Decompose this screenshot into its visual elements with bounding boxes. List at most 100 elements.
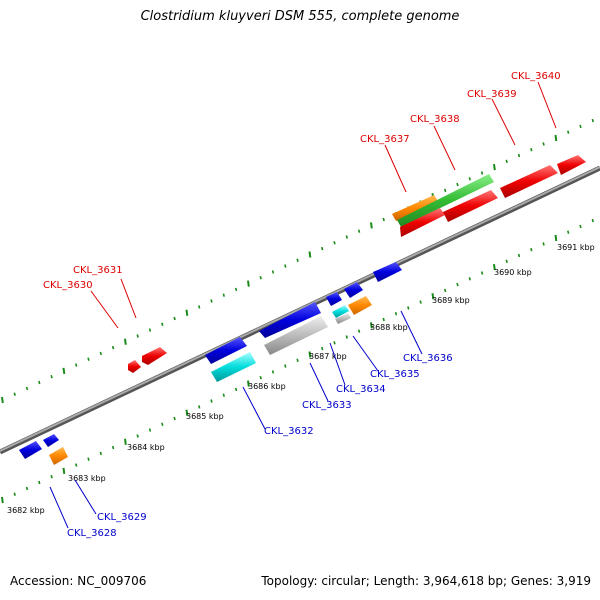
minor-tick (99, 351, 102, 356)
major-tick (493, 163, 496, 171)
minor-tick (530, 247, 533, 252)
gene-feature[interactable] (205, 337, 247, 364)
gene-feature[interactable] (557, 155, 586, 175)
scale-label-3691: 3691 kbp (557, 243, 595, 252)
major-tick (431, 293, 435, 300)
minor-tick (321, 346, 324, 351)
minor-tick (517, 153, 521, 158)
minor-tick (394, 311, 398, 316)
gene-feature[interactable] (259, 302, 321, 338)
scale-label-3683: 3683 kbp (68, 474, 106, 483)
minor-tick (198, 305, 201, 309)
gene-feature[interactable] (400, 208, 445, 237)
major-tick (62, 467, 66, 475)
gene-feature[interactable] (128, 360, 141, 373)
minor-tick (530, 147, 533, 152)
minor-tick (357, 229, 361, 233)
gene-feature[interactable] (43, 434, 59, 447)
minor-tick (382, 217, 385, 222)
minor-tick (222, 293, 225, 297)
gene-feature[interactable] (443, 190, 498, 222)
minor-tick (234, 387, 238, 392)
reverse-gene-labels: CKL_3628 CKL_3629 CKL_3632 CKL_3633 CKL_… (67, 353, 453, 539)
gene-label[interactable]: CKL_3634 (336, 384, 386, 395)
minor-tick (321, 246, 324, 251)
scale-label-3690: 3690 kbp (494, 268, 532, 277)
gene-label[interactable]: CKL_3635 (370, 369, 420, 380)
gene-label[interactable]: CKL_3631 (73, 265, 123, 276)
minor-tick (357, 329, 361, 333)
minor-tick (296, 258, 299, 263)
minor-tick (591, 218, 594, 223)
gene-feature[interactable] (332, 305, 349, 318)
minor-tick (284, 364, 287, 368)
forward-scale-ticks (1, 118, 594, 404)
minor-tick (468, 177, 471, 181)
forward-gene-labels: CKL_3630 CKL_3631 CKL_3637 CKL_3638 CKL_… (43, 71, 561, 291)
reverse-genes (19, 262, 402, 465)
gene-label[interactable]: CKL_3636 (403, 353, 453, 364)
scale-label-3682: 3682 kbp (7, 506, 45, 515)
scale-label-3686: 3686 kbp (248, 382, 286, 391)
gene-label[interactable]: CKL_3633 (302, 400, 352, 411)
scale-label-3687: 3687 kbp (309, 352, 347, 361)
gene-label[interactable]: CKL_3632 (264, 426, 314, 437)
label-leader-lines (49, 81, 557, 529)
minor-tick (505, 259, 508, 264)
minor-tick (161, 422, 164, 427)
gene-feature[interactable] (326, 292, 342, 306)
major-tick (308, 251, 312, 258)
major-tick (124, 338, 127, 345)
minor-tick (419, 300, 422, 304)
gene-label[interactable]: CKL_3637 (360, 134, 410, 145)
minor-tick (271, 370, 275, 374)
minor-tick (259, 275, 262, 280)
gene-feature[interactable] (142, 347, 167, 365)
gene-label[interactable]: CKL_3638 (410, 114, 460, 125)
minor-tick (38, 480, 41, 485)
map-title: Clostridium kluyveri DSM 555, complete g… (140, 9, 460, 24)
gene-feature[interactable] (344, 282, 363, 298)
minor-tick (13, 492, 16, 496)
gene-label[interactable]: CKL_3628 (67, 528, 117, 539)
gene-feature[interactable] (392, 195, 438, 221)
minor-tick (579, 124, 582, 129)
minor-tick (542, 242, 545, 246)
gene-feature[interactable] (49, 447, 68, 465)
gene-feature[interactable] (373, 262, 402, 282)
gene-feature[interactable] (19, 441, 42, 459)
minor-tick (505, 159, 508, 164)
major-tick (370, 322, 373, 329)
minor-tick (87, 357, 90, 361)
minor-tick (567, 130, 570, 134)
minor-tick (38, 380, 41, 385)
gene-feature[interactable] (211, 352, 256, 382)
minor-tick (567, 230, 570, 234)
minor-tick (148, 328, 152, 332)
minor-tick (444, 188, 447, 193)
gene-feature[interactable] (335, 313, 351, 324)
major-tick (493, 263, 496, 271)
minor-tick (136, 334, 139, 338)
minor-tick (13, 392, 16, 396)
gene-feature[interactable] (397, 174, 494, 227)
forward-genes (128, 155, 586, 373)
gene-feature[interactable] (348, 296, 372, 315)
gene-label[interactable]: CKL_3639 (467, 89, 517, 100)
major-tick (554, 234, 558, 242)
major-tick (185, 409, 189, 416)
gene-label[interactable]: CKL_3640 (511, 71, 561, 82)
gene-feature[interactable] (500, 165, 558, 198)
minor-tick (25, 486, 29, 491)
minor-tick (345, 335, 348, 339)
genome-backbone (0, 165, 600, 455)
gene-label[interactable]: CKL_3629 (97, 512, 147, 523)
gene-feature[interactable] (264, 316, 328, 355)
gene-label[interactable]: CKL_3630 (43, 280, 93, 291)
scale-label-3684: 3684 kbp (127, 443, 165, 452)
scale-labels: 3682 kbp 3683 kbp 3684 kbp 3685 kbp 3686… (7, 243, 595, 515)
minor-tick (480, 171, 484, 175)
major-tick (62, 367, 66, 375)
minor-tick (444, 288, 447, 293)
